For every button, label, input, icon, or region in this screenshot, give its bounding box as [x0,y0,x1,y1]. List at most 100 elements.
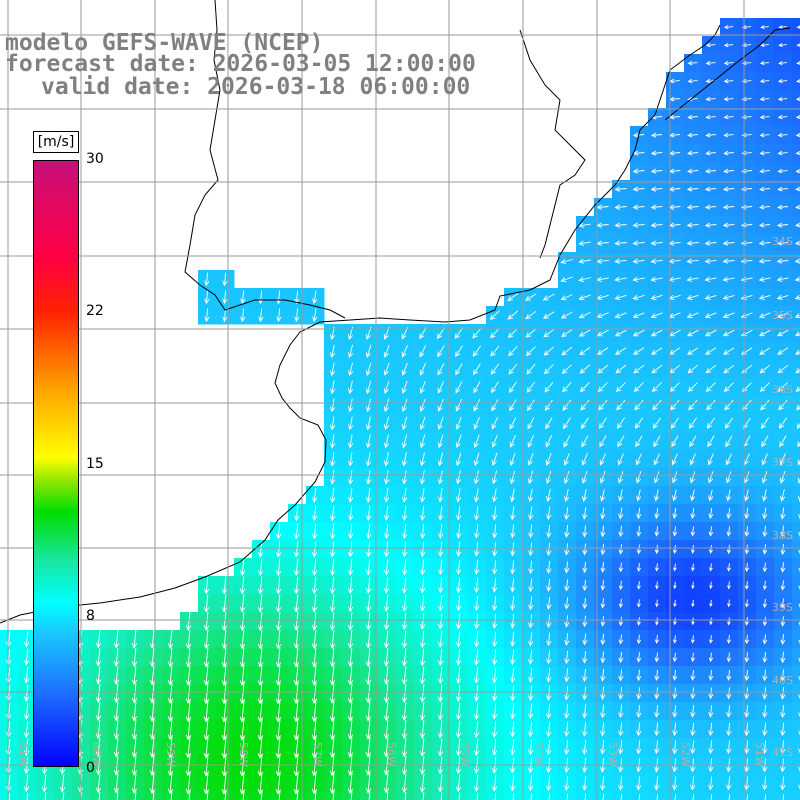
wind-arrow [491,721,498,738]
wind-arrow [762,669,768,682]
wind-arrow [167,647,174,668]
wind-arrow [149,647,156,668]
wind-arrow [672,652,678,663]
wind-arrow [705,347,717,355]
wind-arrow [473,649,480,666]
wind-arrow [365,434,372,449]
wind-arrow [600,616,606,627]
wind-arrow [690,670,696,681]
wind-arrow [509,721,516,738]
wind-arrow [708,526,714,537]
wind-arrow [419,666,426,685]
wind-arrow [401,416,408,431]
wind-arrow [618,704,624,719]
wind-arrow [633,382,644,393]
wind-arrow [794,258,800,264]
wind-arrow [492,578,498,593]
wind-arrow [564,633,570,646]
wind-arrow [437,470,444,485]
wind-arrow [23,720,30,739]
wind-arrow [723,382,734,392]
wind-arrow [95,701,102,722]
wind-arrow [564,579,570,592]
wind-cell [792,522,800,541]
wind-arrow [582,597,588,610]
wind-arrow [546,721,552,738]
wind-arrow [776,312,789,319]
wind-cell [792,18,800,37]
wind-arrow [494,793,497,800]
wind-arrow [653,435,661,448]
wind-arrow [708,544,713,554]
wind-arrow [44,792,47,800]
wind-arrow [149,630,156,649]
wind-arrow [762,722,768,737]
wind-arrow [509,399,517,412]
wind-arrow [222,290,228,305]
wind-arrow [636,634,642,645]
wind-arrow [758,294,771,300]
wind-arrow [654,669,660,681]
wind-arrow [686,222,699,228]
wind-arrow [687,132,698,138]
wind-arrow [95,719,102,740]
wind-arrow [581,470,588,484]
wind-arrow [347,541,354,558]
wind-arrow [438,541,444,558]
wind-arrow [455,666,462,684]
wind-arrow [509,685,516,702]
wind-arrow [615,364,627,374]
wind-arrow [564,739,570,755]
wind-arrow [762,616,768,627]
graticule-labels: 34S 35S 36S 37S 38S 39S 40S 41S 61W 60W 59W 58W 57W 5… [17,235,793,767]
wind-arrow [474,613,480,630]
wind-arrow [473,452,480,467]
wind-arrow [690,687,696,700]
wind-arrow [762,544,768,555]
wind-arrow [780,704,786,719]
wind-arrow [491,452,498,467]
wind-arrow [564,615,570,628]
wind-arrow [778,61,787,66]
wind-arrow [650,294,663,301]
wind-arrow [723,114,734,120]
wind-arrow [365,701,372,722]
wind-arrow [795,168,800,174]
wind-arrow [275,523,282,540]
wind-arrow [654,722,660,737]
wind-arrow [686,186,699,192]
colorbar-label-22: 22 [86,303,104,319]
wind-arrow [419,613,426,630]
wind-arrow [578,276,591,283]
wind-arrow [600,651,606,664]
wind-cell [792,630,800,649]
wind-arrow [23,774,30,793]
wind-arrow [636,776,642,791]
wind-arrow [383,452,390,467]
wind-arrow [744,507,750,520]
wind-arrow [8,793,11,800]
wind-arrow [778,25,787,30]
wind-arrow [473,434,480,449]
wind-arrow [578,294,591,301]
wind-arrow [527,452,534,466]
wind-arrow [723,132,734,138]
wind-arrow [509,739,516,756]
wind-arrow [618,740,624,755]
wind-arrow [764,794,767,800]
wind-arrow [401,559,408,576]
wind-arrow [437,666,444,685]
wind-arrow [365,452,372,467]
wind-arrow [383,719,390,740]
wind-arrow [690,722,696,737]
wind-arrow [490,363,500,375]
wind-arrow [688,399,698,411]
wind-arrow [704,240,717,246]
wind-arrow [708,687,714,700]
wind-arrow [582,668,588,683]
wind-arrow [563,452,570,466]
wind-arrow [347,701,354,722]
wind-speed-field [0,18,800,800]
wind-arrow [276,308,282,323]
wind-arrow [23,684,30,703]
